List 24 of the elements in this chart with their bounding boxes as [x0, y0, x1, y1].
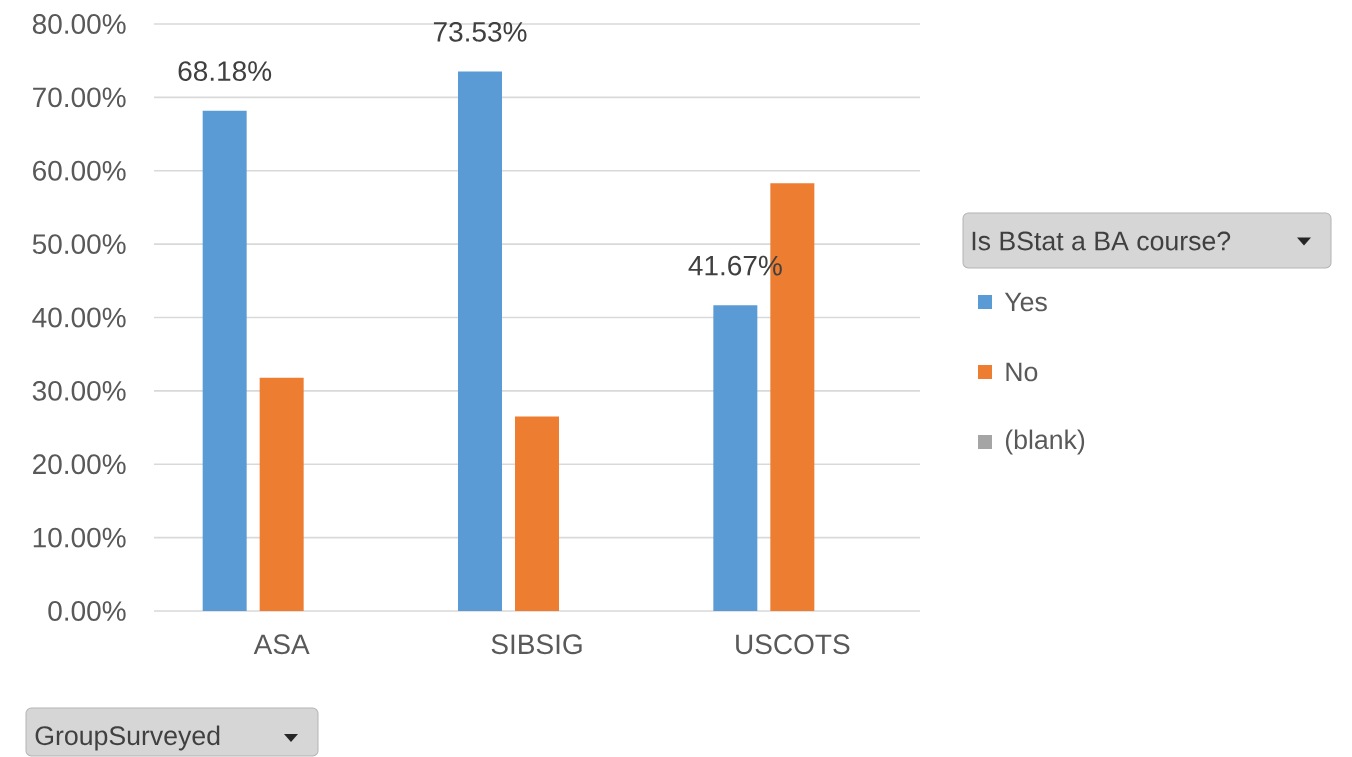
legend-label: Yes	[1004, 292, 1047, 312]
legend-title: Is BStat a BA course?	[972, 231, 1231, 251]
x-tick-label: SIBSIG	[491, 634, 582, 655]
legend-label: (blank)	[1005, 429, 1085, 455]
y-tick-label: 0.00%	[48, 601, 126, 621]
data-label: 73.53%	[433, 21, 527, 42]
y-tick-label: 80.00%	[32, 14, 126, 34]
y-tick-label: 40.00%	[32, 307, 126, 328]
y-tick-label: 20.00%	[33, 454, 126, 475]
y-tick-label: 30.00%	[32, 380, 126, 401]
bar	[202, 110, 247, 611]
bar	[713, 305, 758, 611]
x-tick-label: USCOTS	[736, 634, 850, 655]
bar	[458, 71, 502, 611]
y-tick-label: 50.00%	[32, 234, 126, 255]
y-tick-label: 70.00%	[33, 87, 126, 108]
data-label: 68.18%	[178, 61, 272, 81]
y-tick-label: 10.00%	[33, 527, 126, 548]
x-axis-title: GroupSurveyed	[35, 725, 220, 751]
y-tick-label: 60.00%	[33, 160, 126, 181]
bar	[515, 416, 560, 611]
x-tick-label: ASA	[253, 634, 310, 655]
bar	[259, 377, 304, 611]
legend-label: No	[1006, 362, 1038, 382]
